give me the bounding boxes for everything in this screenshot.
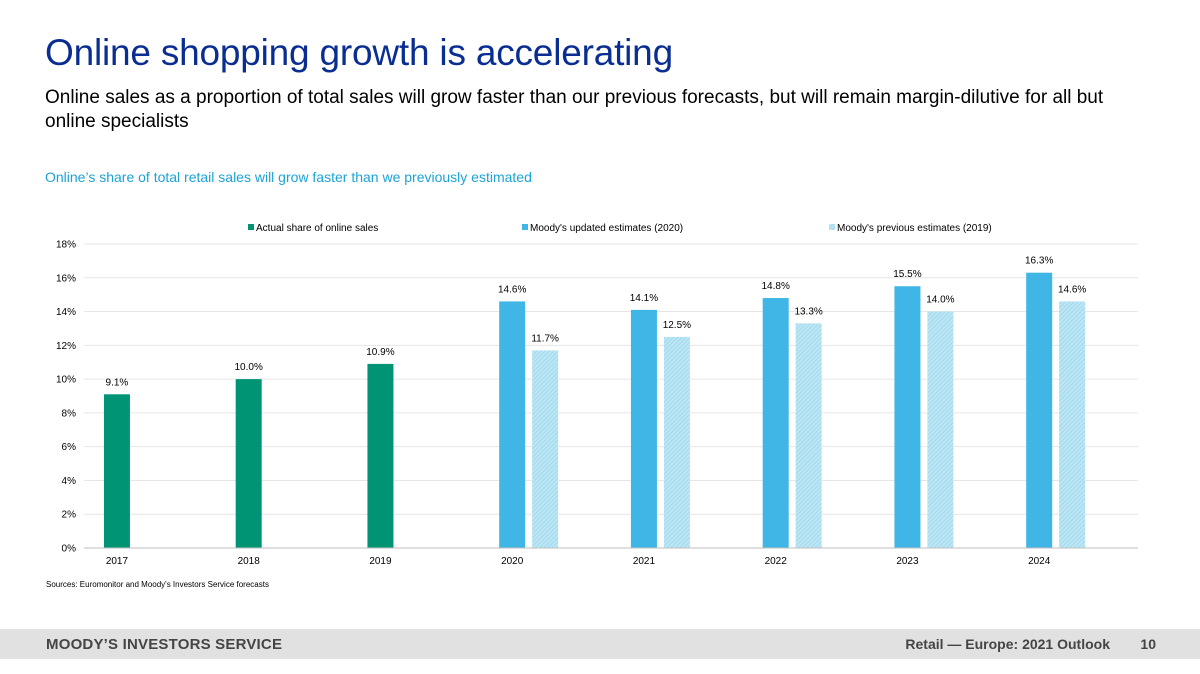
data-label: 11.7% bbox=[531, 333, 559, 344]
data-label: 16.3% bbox=[1025, 256, 1053, 267]
bar-updated-2020 bbox=[499, 301, 526, 548]
bar-actual-2017 bbox=[103, 394, 130, 548]
x-tick-label: 2019 bbox=[369, 556, 392, 567]
legend-swatch-actual bbox=[248, 224, 254, 230]
data-label: 12.5% bbox=[663, 320, 691, 331]
data-label: 14.6% bbox=[1058, 284, 1086, 295]
data-label: 15.5% bbox=[893, 269, 921, 280]
slide-subtitle: Online sales as a proportion of total sa… bbox=[45, 87, 1104, 132]
data-label: 13.3% bbox=[794, 306, 822, 317]
report-title: Retail — Europe: 2021 Outlook bbox=[905, 636, 1110, 652]
bar-actual-2019 bbox=[367, 363, 394, 548]
y-tick-label: 4% bbox=[62, 476, 77, 487]
data-label: 14.6% bbox=[498, 284, 526, 295]
chart-caption: Online’s share of total retail sales wil… bbox=[45, 169, 532, 185]
bar-updated-2024 bbox=[1026, 272, 1053, 548]
bar-previous-2022 bbox=[795, 323, 822, 548]
source-note: Sources: Euromonitor and Moody's Investo… bbox=[46, 580, 269, 589]
bar-previous-2021 bbox=[663, 336, 690, 548]
y-tick-label: 14% bbox=[56, 307, 76, 318]
page-number: 10 bbox=[1140, 636, 1156, 652]
y-tick-label: 0% bbox=[62, 544, 77, 555]
bar-updated-2022 bbox=[762, 298, 789, 548]
x-tick-label: 2023 bbox=[896, 556, 919, 567]
data-label: 10.9% bbox=[366, 347, 394, 358]
footer-bar: MOODY’S INVESTORS SERVICE Retail — Europ… bbox=[0, 629, 1200, 659]
y-tick-label: 18% bbox=[56, 240, 76, 251]
legend-label: Moody's updated estimates (2020) bbox=[530, 223, 683, 234]
x-tick-label: 2017 bbox=[106, 556, 129, 567]
data-label: 10.0% bbox=[235, 362, 263, 373]
brand-wordmark: MOODY’S INVESTORS SERVICE bbox=[46, 636, 283, 653]
y-tick-label: 8% bbox=[62, 408, 77, 419]
bar-chart: Actual share of online sales Moody's upda… bbox=[56, 223, 1138, 567]
data-label: 9.1% bbox=[106, 377, 129, 388]
legend-swatch-updated bbox=[522, 224, 528, 230]
legend-label: Actual share of online sales bbox=[256, 223, 378, 234]
x-axis: 2017 2018 2019 2020 2021 2022 2023 2024 bbox=[84, 547, 1138, 567]
y-tick-label: 12% bbox=[56, 341, 76, 352]
bar-updated-2023 bbox=[894, 286, 921, 548]
y-axis: 0% 2% 4% 6% 8% 10% 12% 14% 16% 18% bbox=[56, 240, 76, 555]
x-tick-label: 2022 bbox=[765, 556, 788, 567]
y-tick-label: 2% bbox=[62, 510, 77, 521]
x-tick-label: 2018 bbox=[238, 556, 261, 567]
legend-label: Moody's previous estimates (2019) bbox=[837, 223, 992, 234]
legend-swatch-previous bbox=[829, 224, 835, 230]
data-label: 14.1% bbox=[630, 293, 658, 304]
x-tick-label: 2021 bbox=[633, 556, 656, 567]
slide-title: Online shopping growth is accelerating bbox=[45, 32, 673, 73]
y-tick-label: 16% bbox=[56, 273, 76, 284]
x-tick-label: 2024 bbox=[1028, 556, 1051, 567]
x-tick-label: 2020 bbox=[501, 556, 524, 567]
chart-legend: Actual share of online sales Moody's upda… bbox=[248, 223, 992, 234]
y-tick-label: 10% bbox=[56, 375, 76, 386]
chart-bars: 9.1% 10.0% 10.9% 14.6% 11.7% 14.1% 12.5% 14.8% 1… bbox=[103, 256, 1086, 548]
y-tick-label: 6% bbox=[62, 442, 77, 453]
bar-updated-2021 bbox=[630, 309, 657, 548]
data-label: 14.0% bbox=[926, 295, 954, 306]
data-label: 14.8% bbox=[762, 281, 790, 292]
bar-previous-2024 bbox=[1059, 301, 1086, 548]
bar-previous-2023 bbox=[927, 311, 954, 548]
bar-previous-2020 bbox=[532, 350, 559, 548]
bar-actual-2018 bbox=[235, 379, 262, 548]
